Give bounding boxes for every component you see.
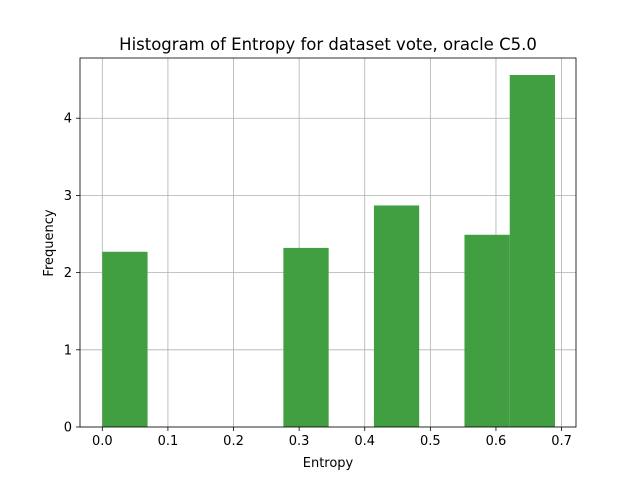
x-tick-label: 0.6 bbox=[486, 434, 507, 449]
y-tick-label: 0 bbox=[64, 421, 72, 436]
chart-title: Histogram of Entropy for dataset vote, o… bbox=[119, 35, 537, 54]
plot-frame bbox=[79, 57, 577, 428]
histogram-bar bbox=[283, 247, 329, 427]
y-tick-label: 3 bbox=[64, 189, 72, 204]
histogram-bar bbox=[102, 251, 148, 427]
axis-ticks: 0.0 0.1 0.2 0.3 0.4 0.5 0.6 0.7 0 1 2 3 4 bbox=[64, 112, 572, 449]
x-tick-label: 0.3 bbox=[289, 434, 310, 449]
histogram-bar bbox=[509, 74, 556, 427]
x-tick-label: 0.1 bbox=[158, 434, 179, 449]
x-axis-label: Entropy bbox=[303, 456, 354, 471]
y-axis-label: Frequency bbox=[42, 209, 57, 276]
x-tick-label: 0.0 bbox=[92, 434, 113, 449]
histogram-bar bbox=[464, 234, 510, 427]
x-tick-label: 0.5 bbox=[420, 434, 441, 449]
y-tick-label: 1 bbox=[64, 343, 72, 358]
y-tick-label: 4 bbox=[64, 112, 72, 127]
x-tick-label: 0.7 bbox=[551, 434, 572, 449]
histogram-bar bbox=[373, 205, 420, 427]
x-tick-label: 0.4 bbox=[354, 434, 375, 449]
x-tick-label: 0.2 bbox=[223, 434, 244, 449]
y-tick-label: 2 bbox=[64, 266, 72, 281]
histogram-bars bbox=[102, 74, 556, 427]
